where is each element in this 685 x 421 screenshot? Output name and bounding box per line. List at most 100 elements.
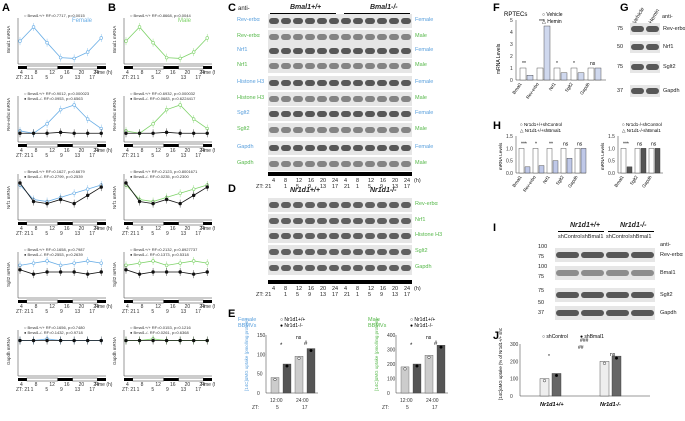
band-gapdh [365,265,375,271]
zt-tick: 17 [195,231,201,237]
point [614,356,618,360]
band-rev-erb- [293,18,303,24]
time-tick: 20 [79,70,85,76]
genotype-line-1 [270,13,336,14]
band-rev-erb- [281,202,291,208]
band-histone-h3 [329,233,339,239]
band-rev-erb- [401,34,411,40]
band-histone-h3 [341,96,351,102]
band-label: Histone H3 [415,232,443,238]
band-nrf1 [341,63,351,69]
series-wt-point [72,191,76,195]
lane-label: shBmal1 [582,234,604,240]
circadian-line-plots: Female Bmal1 mRNA ○ Bmal1+/+ RF=0.7717, p=… [6,13,215,393]
band-nrf1 [353,48,363,54]
bar [294,356,304,394]
band-histone-h3 [389,96,399,102]
time-tick: 20 [79,148,85,154]
zt-tick: 13 [75,153,81,159]
band-rev-erb- [646,26,659,32]
band-rev-erb- [329,18,339,24]
series-ko-point [164,130,169,135]
band-gapdh [329,161,339,167]
sig: * [548,354,550,360]
series-wt-point [137,261,142,265]
band-label: Rev-erbα [237,17,260,23]
mw-marker: 50 [538,300,545,306]
panel-label-e: E [228,308,236,320]
series-ko-point [58,270,63,274]
time-tick: 12 [155,382,161,388]
panel-label-j: J [493,330,500,342]
series-ko-point [85,131,90,135]
band-histone-h3 [377,233,387,239]
genotype-bmal1-wt: Bmal1+/+ [290,4,322,11]
band-histone-h3 [305,233,315,239]
series-wt-point [164,263,169,268]
series-ko-point [124,181,128,185]
time-tick: 24 [404,286,411,292]
bar-control [574,148,581,174]
sig: *** [623,141,629,147]
x-tick: 24:00 [426,398,439,404]
bar-vehicle [519,67,527,81]
series-wt-point [58,107,63,112]
zt-tick: 13 [181,75,187,81]
zt-tick: 9 [308,184,312,190]
zt-tick: 1 [31,387,34,393]
zt-tick: 17 [89,153,95,159]
band-sglt2 [401,111,411,117]
band-gapdh [269,265,279,271]
y-tick: 200 [510,359,519,365]
uptake-chart-j: ○ shControl ● shBmal1 0 100 200 300 [14C]αMG u… [498,328,650,408]
sig: * [556,61,558,67]
band-histone-h3 [281,233,291,239]
band-sglt2 [317,111,327,117]
series-ko-point [58,338,63,343]
band-sglt2 [365,111,375,117]
zt-tick: 9 [166,231,169,237]
series-ko-point [72,270,76,274]
band-sglt2 [281,127,291,133]
band-nrf1 [389,48,399,54]
time-tick: 24 [332,178,339,184]
mw-marker: 37 [617,88,624,94]
time-tick: 16 [64,70,70,76]
band-label: Sglt2 [237,110,250,116]
band-nrf1 [305,48,315,54]
sex-tag: Female [415,110,434,116]
zt-tick: 13 [75,387,81,393]
bar-control [634,148,641,174]
time-tick: 24 [93,148,99,154]
band-label: Gapdh [660,310,677,316]
zt-tick: 1 [137,387,140,393]
band-rev-erb- [401,18,411,24]
dark-bar [18,300,106,303]
band-gapdh [305,161,315,167]
time-tick: 4 [126,70,129,76]
band-rev-erb- [293,34,303,40]
panel-label-f: F [493,2,500,14]
gel-strip [268,59,412,73]
zt-tick: 9 [166,309,169,315]
bar [400,366,410,394]
zt-tick: ZT: 21 [16,309,30,315]
bar-control [620,148,627,174]
y-axis-label: Bmal1 mRNA [112,26,117,53]
band-label: Nrf1 [663,44,674,50]
mw-marker: 75 [538,254,545,260]
sex-tag: Male [415,33,427,39]
zt-prefix: ZT: [252,405,259,411]
time-tick: 24 [199,304,205,310]
time-tick: 8 [284,286,288,292]
band-histone-h3 [293,233,303,239]
zt-tick: 13 [75,75,81,81]
time-tick: 12 [296,178,303,184]
band-histone-h3 [341,80,351,86]
band-rev-erb- [556,252,579,258]
time-tick: 4 [20,304,23,310]
legend-wt: ○ Bmal1+/+ RF=0.1627, p=0.6679 [24,169,85,174]
time-tick: 20 [79,226,85,232]
legend-vehicle: ○ Vehicle [542,12,563,18]
